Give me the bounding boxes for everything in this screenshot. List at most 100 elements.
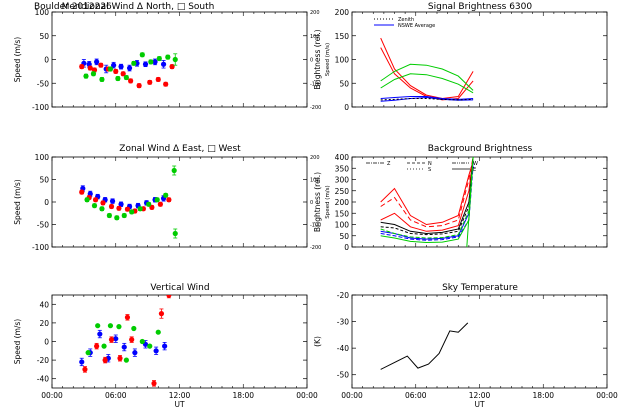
background-ytick-label: 400 bbox=[335, 153, 350, 162]
zonal-data-point bbox=[100, 200, 106, 206]
meridional-data-point bbox=[172, 56, 178, 63]
meridional-data-point bbox=[126, 65, 133, 71]
signal-legend-label: Zenith bbox=[398, 17, 414, 23]
background-ytick-label: 50 bbox=[339, 232, 349, 241]
background-plot-area bbox=[380, 157, 474, 247]
vertical-data-point bbox=[117, 355, 123, 361]
background-title: Background Brightness bbox=[428, 144, 533, 154]
meridional-data-point bbox=[148, 59, 154, 65]
meridional-title: Meridional Wind Δ North, □ South bbox=[62, 2, 215, 12]
vertical-ytick-label: 0 bbox=[44, 338, 49, 347]
vertical-data-point bbox=[94, 343, 100, 349]
signal-plot-area bbox=[380, 37, 474, 102]
signal-series-line bbox=[380, 63, 474, 91]
meridional-data-point bbox=[160, 61, 167, 67]
signal-ytick-label: 150 bbox=[335, 32, 350, 41]
meridional-data-point bbox=[147, 79, 153, 85]
signal-panel: Signal Brightness 6300 0 50 100 150 200 Bright… bbox=[313, 2, 608, 112]
vertical-data-point bbox=[162, 343, 168, 349]
meridional-data-point bbox=[139, 52, 145, 58]
vertical-ytick-label: -20 bbox=[37, 356, 49, 365]
meridional-data-point bbox=[118, 64, 124, 70]
sky-ylabel: (K) bbox=[313, 336, 322, 347]
zonal-ytick-label: 50 bbox=[39, 176, 49, 185]
background-panel: Background Brightness 0 50 100 150 200 250 300 3… bbox=[313, 144, 608, 252]
vertical-frame bbox=[51, 294, 308, 389]
meridional-y2tick-label: 0 bbox=[310, 58, 313, 64]
meridional-ytick-label: 50 bbox=[39, 32, 49, 41]
vertical-data-point bbox=[85, 350, 91, 356]
meridional-data-point bbox=[123, 74, 129, 81]
signal-ytick-label: 0 bbox=[344, 103, 349, 112]
vertical-xtick-label: 06:00 bbox=[105, 391, 127, 400]
meridional-data-point bbox=[156, 55, 162, 62]
meridional-y2tick-label: 200 bbox=[310, 10, 320, 16]
meridional-data-point bbox=[90, 71, 97, 77]
sky-xtick-label: 12:00 bbox=[469, 391, 491, 400]
zonal-data-point bbox=[171, 167, 177, 174]
signal-ytick-label: 100 bbox=[335, 56, 350, 65]
meridional-data-point bbox=[128, 78, 134, 84]
zonal-y2tick-label: 200 bbox=[310, 155, 320, 161]
background-legend-label: N bbox=[428, 161, 432, 167]
meridional-ytick-label: 0 bbox=[44, 56, 49, 65]
vertical-ytick-label: 40 bbox=[39, 300, 49, 309]
zonal-data-point bbox=[137, 206, 143, 212]
sky-xlabel: UT bbox=[474, 400, 484, 409]
zonal-ytick-label: 100 bbox=[35, 153, 50, 162]
background-ytick-label: 350 bbox=[335, 164, 350, 173]
station-date-header: Boulder 2012226 bbox=[34, 2, 112, 12]
vertical-ylabel: Speed (m/s) bbox=[13, 319, 22, 365]
background-series-line bbox=[380, 157, 474, 235]
vertical-data-point bbox=[139, 338, 145, 345]
meridional-panel: Meridional Wind Δ North, □ South -100 -50 0… bbox=[13, 2, 331, 112]
sky-series-line bbox=[380, 322, 469, 370]
meridional-y2label: Speed (m/s) bbox=[325, 43, 331, 76]
vertical-data-point bbox=[151, 380, 157, 386]
signal-ylabel: Brightness (rel.) bbox=[313, 29, 322, 89]
sky-panel: Sky Temperature -50 -40 -30 -20 00:00 06:00 12:… bbox=[313, 283, 618, 409]
vertical-data-point bbox=[121, 344, 127, 350]
zonal-data-point bbox=[163, 192, 169, 198]
zonal-data-point bbox=[124, 206, 131, 212]
zonal-data-point bbox=[172, 230, 178, 237]
vertical-ytick-label: -40 bbox=[37, 375, 49, 384]
meridional-data-point bbox=[98, 62, 104, 68]
vertical-xtick-label: 00:00 bbox=[296, 391, 318, 400]
meridional-data-point bbox=[165, 54, 171, 60]
zonal-y2tick-label: -200 bbox=[310, 245, 321, 251]
zonal-panel: Zonal Wind Δ East, □ West -100 -50 0 50 100 Sp… bbox=[13, 144, 331, 252]
zonal-ytick-label: -100 bbox=[32, 243, 49, 252]
meridional-data-point bbox=[136, 83, 142, 89]
background-series-line bbox=[380, 157, 474, 244]
background-series-line bbox=[466, 157, 474, 247]
zonal-data-point bbox=[92, 197, 99, 203]
zonal-y2tick-label: -100 bbox=[310, 223, 321, 229]
signal-series-line bbox=[380, 47, 474, 101]
vertical-data-point bbox=[107, 323, 114, 329]
signal-series-line bbox=[380, 73, 474, 94]
sky-ytick-label: -20 bbox=[337, 291, 349, 300]
vertical-data-point bbox=[131, 325, 137, 332]
background-ytick-label: 100 bbox=[335, 221, 350, 230]
meridional-ytick-label: -100 bbox=[32, 103, 49, 112]
meridional-data-point bbox=[113, 68, 119, 74]
vertical-data-point bbox=[132, 350, 138, 356]
vertical-data-point bbox=[116, 324, 122, 330]
vertical-data-point bbox=[155, 329, 161, 335]
background-ytick-label: 250 bbox=[335, 187, 350, 196]
vertical-data-point bbox=[102, 357, 108, 363]
zonal-title: Zonal Wind Δ East, □ West bbox=[119, 144, 241, 154]
zonal-data-point bbox=[99, 206, 105, 212]
meridional-data-point bbox=[111, 62, 117, 68]
vertical-data-point bbox=[153, 348, 159, 354]
background-series-line bbox=[380, 165, 474, 241]
vertical-xtick-label: 00:00 bbox=[41, 391, 63, 400]
meridional-ylabel: Speed (m/s) bbox=[13, 37, 22, 83]
background-frame bbox=[351, 156, 608, 248]
background-series-line bbox=[380, 157, 474, 228]
meridional-plot-area bbox=[79, 52, 178, 89]
zonal-frame bbox=[51, 156, 308, 248]
vertical-xtick-label: 12:00 bbox=[169, 391, 191, 400]
vertical-plot-area bbox=[79, 295, 172, 387]
